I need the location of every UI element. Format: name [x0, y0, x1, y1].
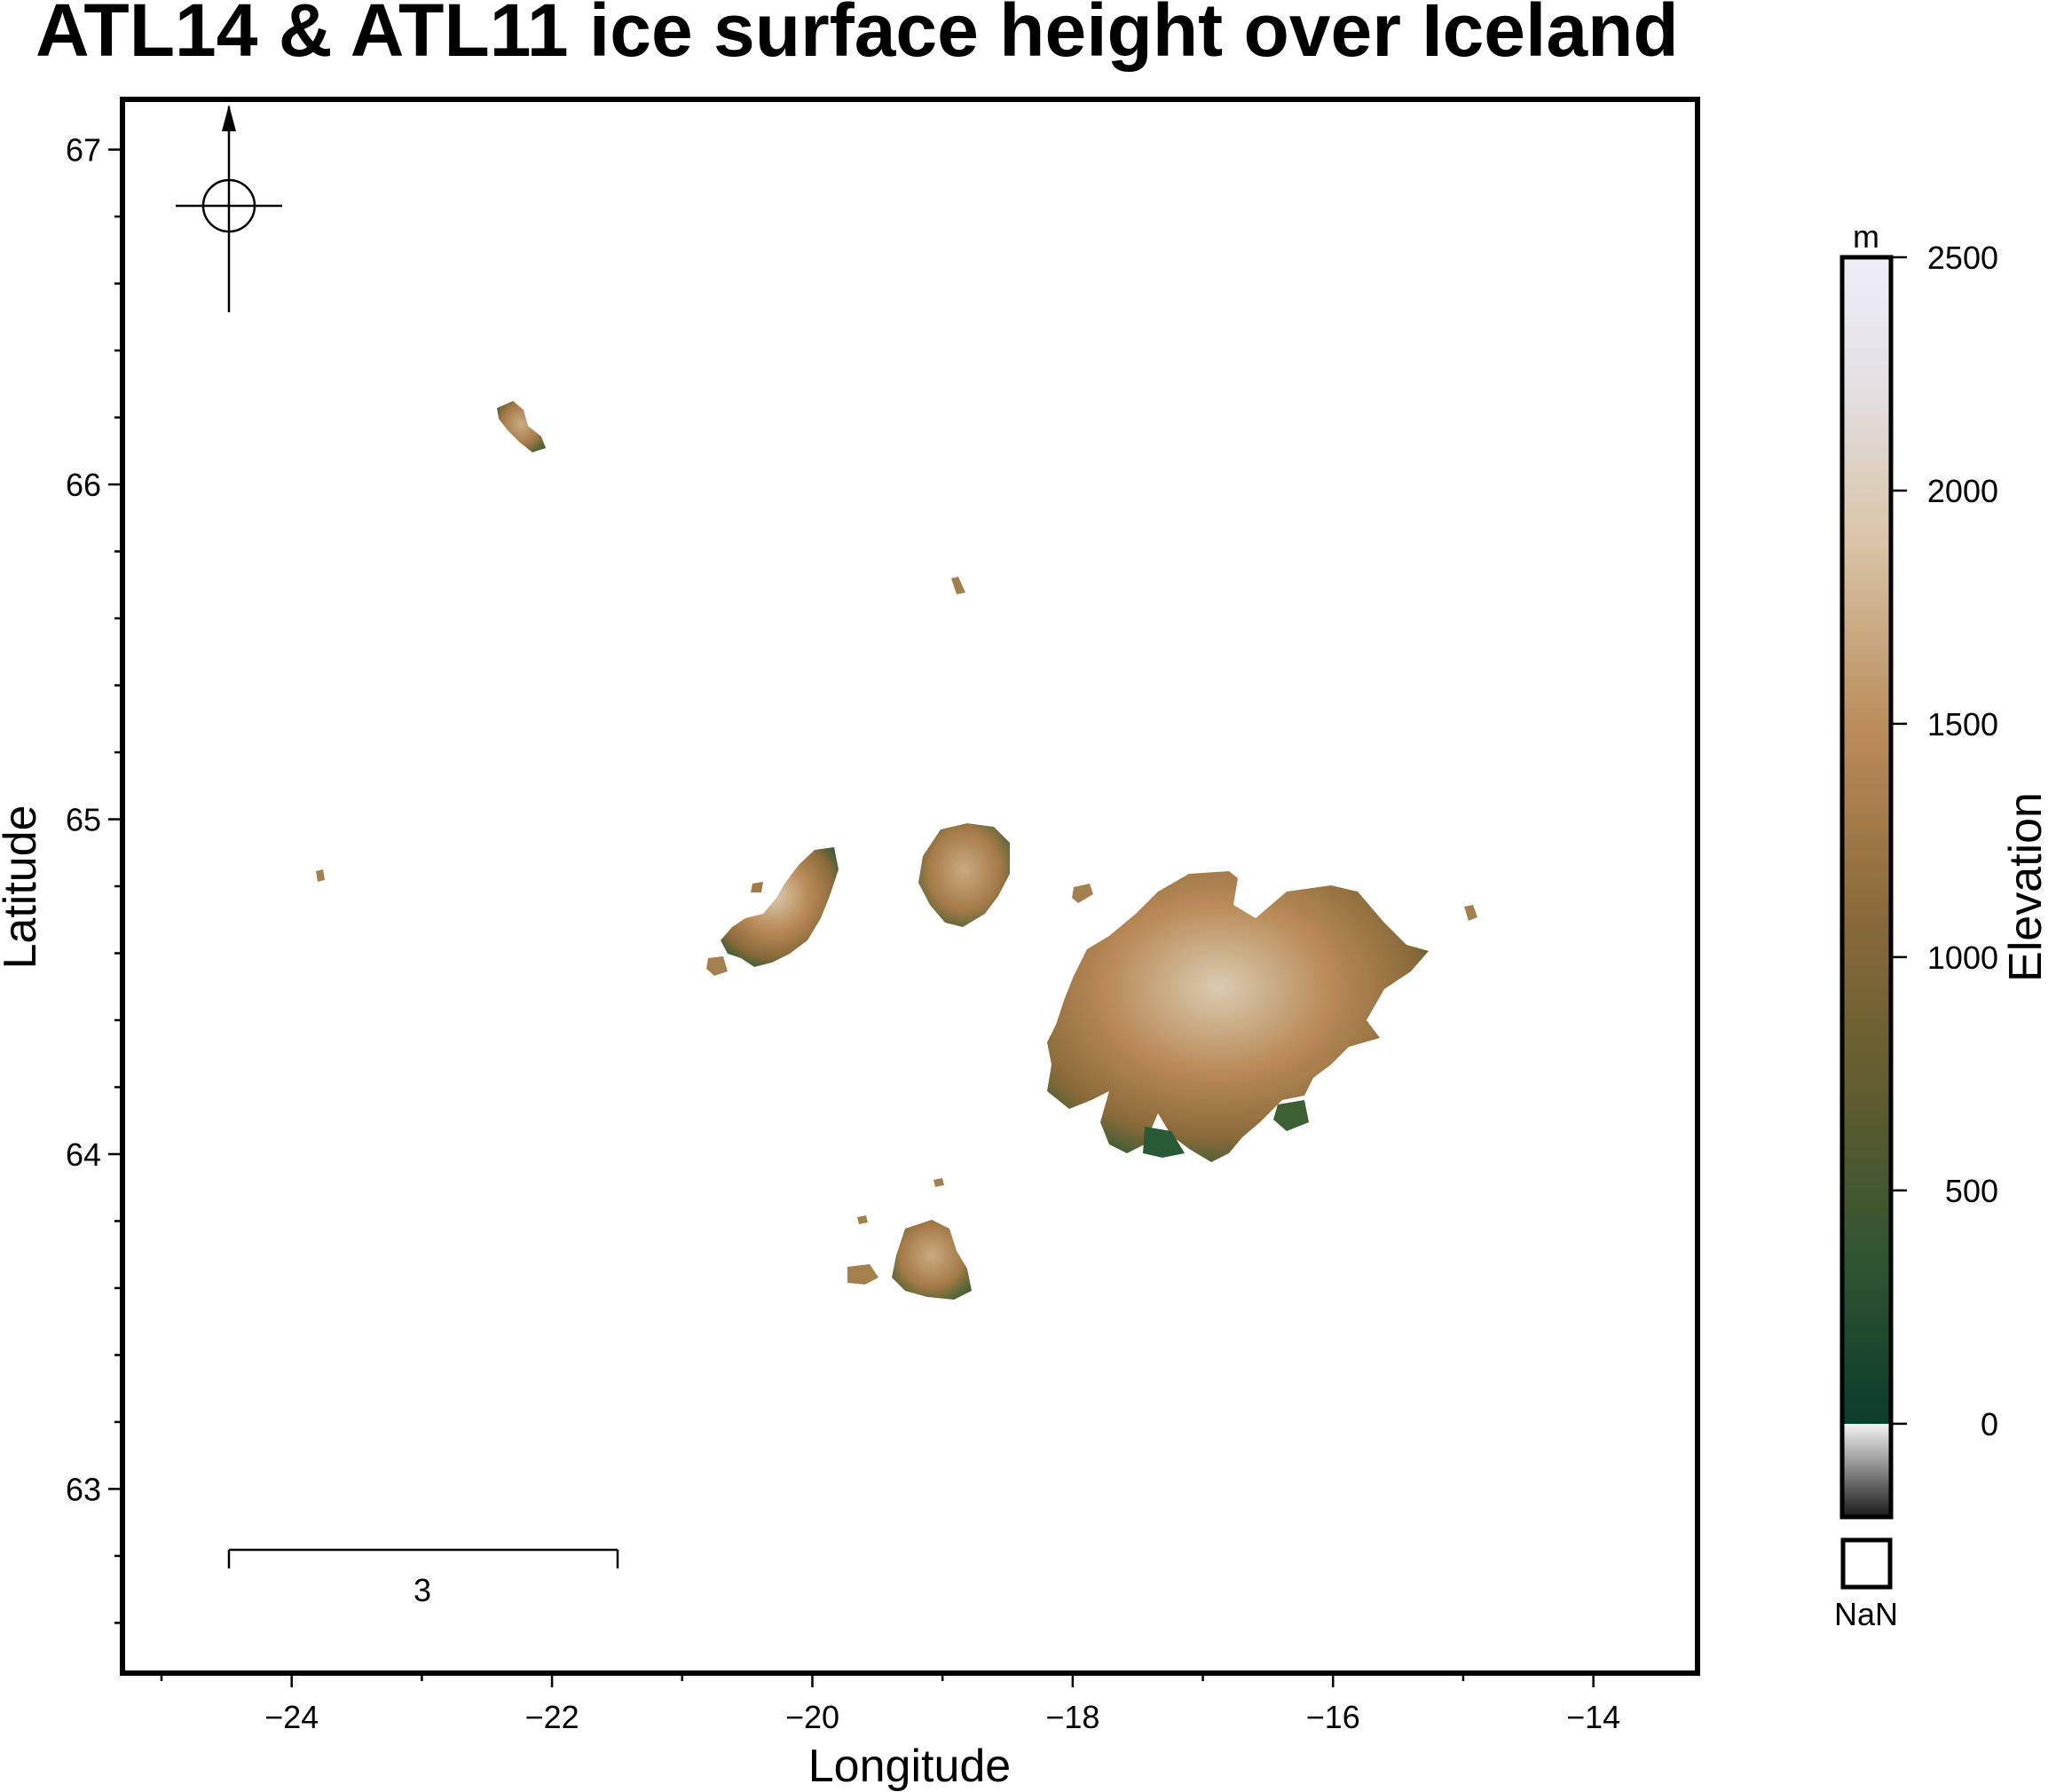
small-south-patch-2 [933, 1178, 944, 1187]
nan-label: NaN [1834, 1596, 1898, 1632]
small-south-patch-1 [857, 1215, 868, 1224]
map-frame [120, 97, 1700, 1676]
drangajokull-ice-cap [497, 401, 546, 452]
y-axis-title: Latitude [0, 805, 46, 969]
colorbar-unit: m [1853, 218, 1879, 255]
lon-tick-label: −18 [1045, 1699, 1099, 1735]
lon-tick-label: −16 [1306, 1699, 1360, 1735]
colorbar-gradient [1839, 255, 1894, 1520]
nan-swatch [1840, 1537, 1893, 1590]
langjokull-west-lobe [706, 956, 728, 976]
langjokull-ice-cap [721, 847, 839, 967]
lat-tick-label: 65 [66, 802, 101, 838]
colorbar-tick-label: 500 [1945, 1173, 1998, 1209]
colorbar-tick-label: 0 [1981, 1406, 1998, 1442]
colorbar-label: Elevation [2000, 792, 2052, 982]
vatnajokull-outlet-2 [1273, 1100, 1309, 1131]
vatnajokull-ice-cap [1047, 871, 1429, 1162]
scale-bar: 3 [227, 1548, 619, 1608]
colorbar-ticks: 0 500 1000 1500 2000 2500 [1891, 240, 1998, 1442]
colorbar-tick-label: 1500 [1927, 706, 1998, 743]
lon-tick-label: −22 [525, 1699, 579, 1735]
north-arrow-compass-icon [176, 105, 282, 312]
colorbar-tick-label: 1000 [1927, 939, 1998, 976]
hofsjokull-ice-cap [918, 823, 1010, 927]
chart-title: ATL14 & ATL11 ice surface height over Ic… [35, 0, 1679, 72]
latitude-axis: 63 64 65 66 67 [66, 132, 122, 1624]
colorbar: m 0 500 1000 1500 2000 2500 Elevation NaN [1834, 218, 2052, 1632]
lon-tick-label: −20 [785, 1699, 839, 1735]
myrdalsjokull-ice-cap [892, 1220, 972, 1300]
lat-tick-label: 64 [66, 1136, 101, 1173]
colorbar-tick-label: 2000 [1927, 473, 1998, 509]
vatnajokull-outlet-1 [1143, 1127, 1185, 1158]
longitude-axis: −24 −22 −20 −18 −16 −14 [160, 1673, 1620, 1735]
eyjafjallajokull-ice-cap [847, 1264, 878, 1285]
x-axis-title: Longitude [808, 1741, 1011, 1792]
langjokull-north-patch [751, 882, 763, 892]
scale-bar-label: 3 [414, 1572, 431, 1608]
eastern-ice-patch [1464, 905, 1477, 921]
lat-tick-label: 67 [66, 132, 101, 169]
colorbar-tick-label: 2500 [1927, 240, 1998, 276]
ne-ice-patch [1072, 884, 1093, 903]
tungnafellsjokull-patch [951, 577, 965, 594]
snaefellsjokull-patch [316, 869, 325, 882]
lon-tick-label: −14 [1566, 1699, 1620, 1735]
lon-tick-label: −24 [264, 1699, 319, 1735]
glacier-layer [316, 401, 1477, 1300]
lat-tick-label: 63 [66, 1471, 101, 1507]
lat-tick-label: 66 [66, 467, 101, 503]
